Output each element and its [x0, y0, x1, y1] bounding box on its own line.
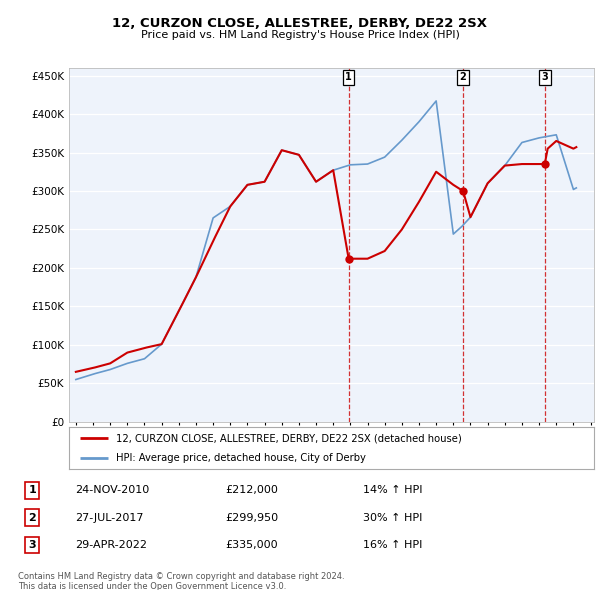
Text: 3: 3: [28, 540, 36, 550]
Text: HPI: Average price, detached house, City of Derby: HPI: Average price, detached house, City…: [116, 454, 366, 463]
Text: £212,000: £212,000: [225, 486, 278, 496]
Text: £335,000: £335,000: [225, 540, 278, 550]
Text: 2: 2: [460, 72, 466, 82]
Text: 3: 3: [541, 72, 548, 82]
Text: This data is licensed under the Open Government Licence v3.0.: This data is licensed under the Open Gov…: [18, 582, 286, 590]
Text: 12, CURZON CLOSE, ALLESTREE, DERBY, DE22 2SX: 12, CURZON CLOSE, ALLESTREE, DERBY, DE22…: [113, 17, 487, 30]
Text: 1: 1: [345, 72, 352, 82]
Text: 24-NOV-2010: 24-NOV-2010: [76, 486, 149, 496]
Text: Price paid vs. HM Land Registry's House Price Index (HPI): Price paid vs. HM Land Registry's House …: [140, 30, 460, 40]
Text: 16% ↑ HPI: 16% ↑ HPI: [364, 540, 423, 550]
Text: 1: 1: [28, 486, 36, 496]
Text: 29-APR-2022: 29-APR-2022: [76, 540, 148, 550]
Text: 27-JUL-2017: 27-JUL-2017: [76, 513, 144, 523]
Text: 30% ↑ HPI: 30% ↑ HPI: [364, 513, 423, 523]
Text: Contains HM Land Registry data © Crown copyright and database right 2024.: Contains HM Land Registry data © Crown c…: [18, 572, 344, 581]
Text: 14% ↑ HPI: 14% ↑ HPI: [364, 486, 423, 496]
Text: £299,950: £299,950: [225, 513, 278, 523]
Text: 2: 2: [28, 513, 36, 523]
Text: 12, CURZON CLOSE, ALLESTREE, DERBY, DE22 2SX (detached house): 12, CURZON CLOSE, ALLESTREE, DERBY, DE22…: [116, 434, 462, 444]
